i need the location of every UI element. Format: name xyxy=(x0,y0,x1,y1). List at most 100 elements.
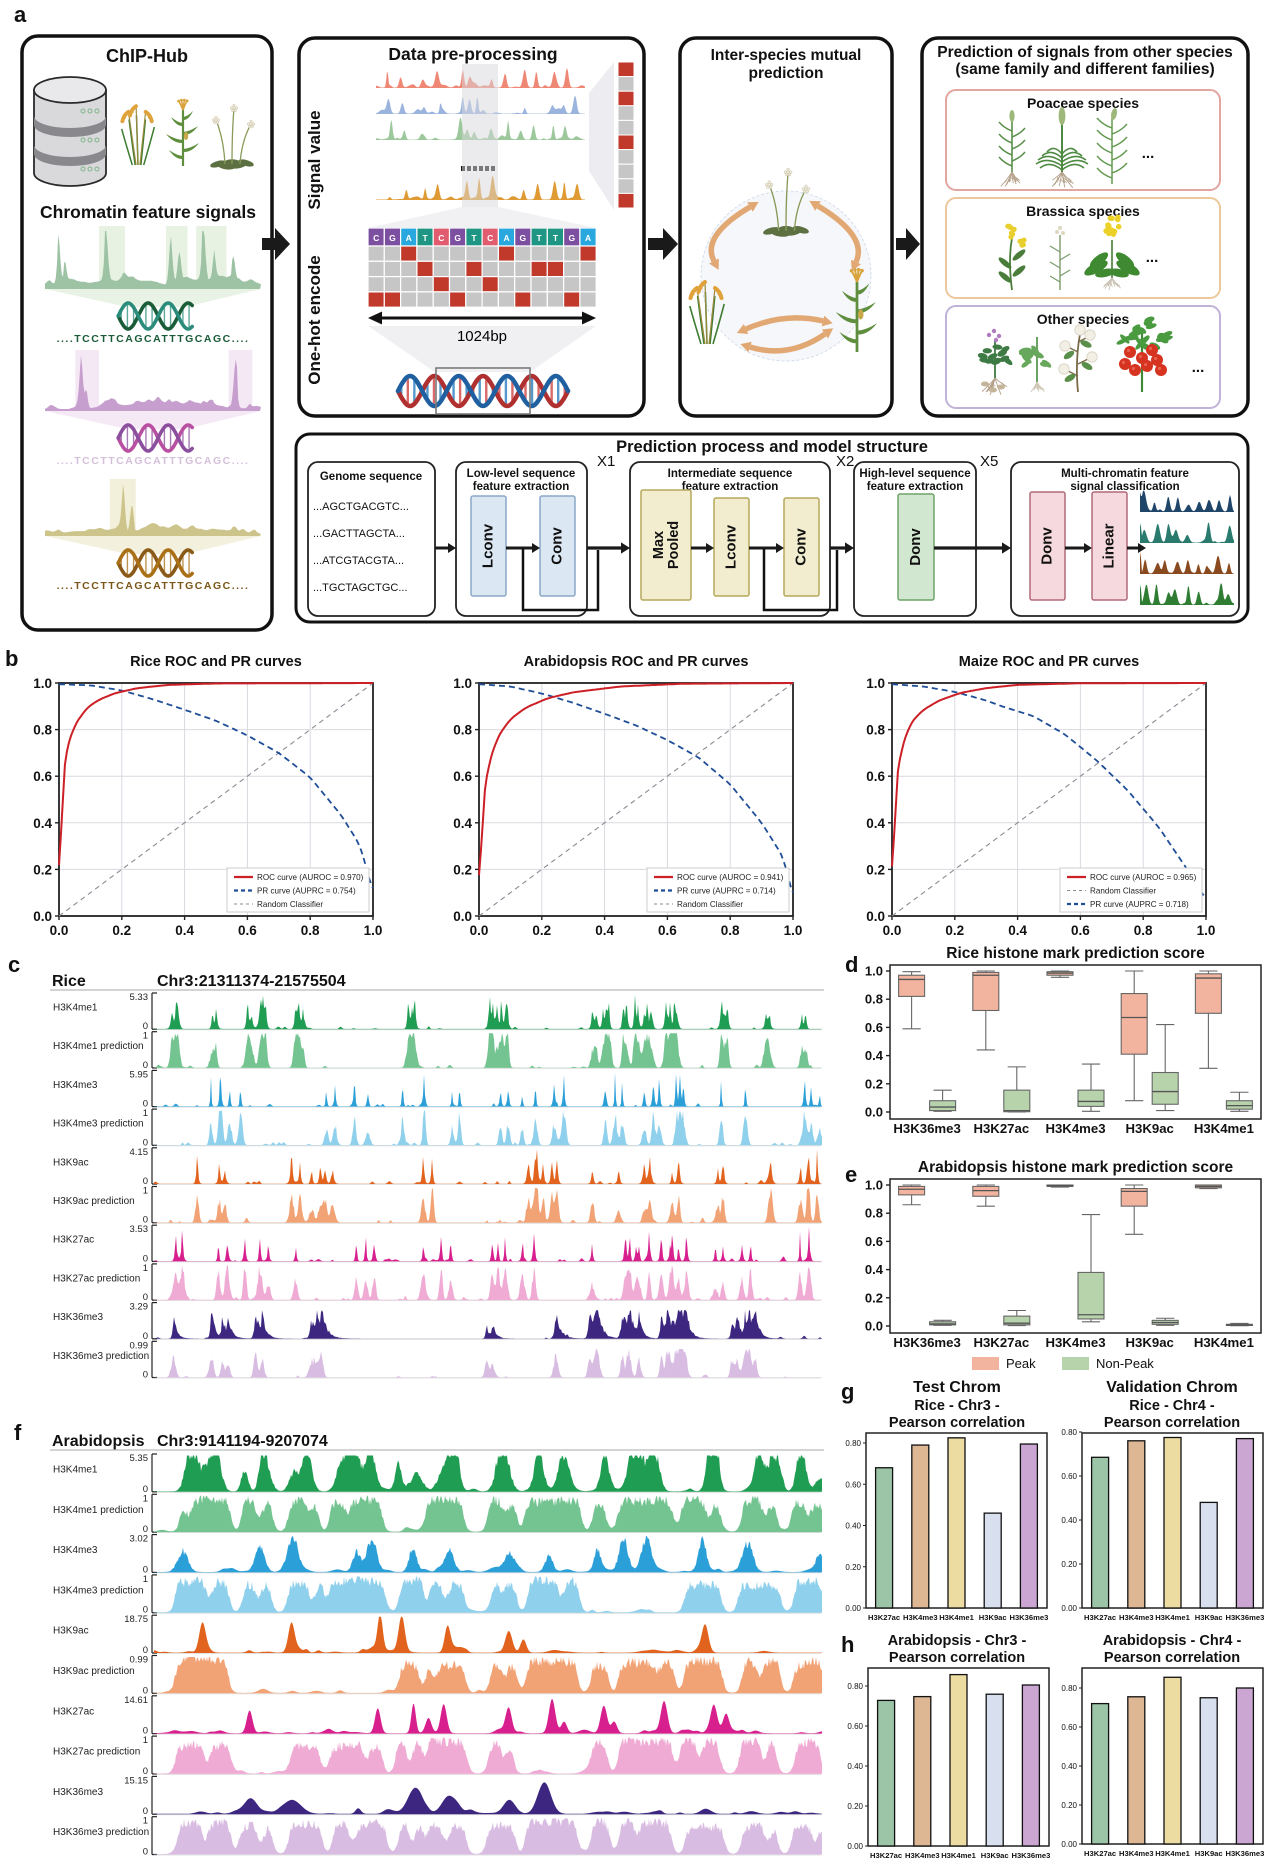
svg-text:H3K9ac: H3K9ac xyxy=(1126,1335,1174,1350)
svg-text:T: T xyxy=(422,233,428,243)
svg-text:Random Classifier: Random Classifier xyxy=(257,900,323,909)
svg-text:0.4: 0.4 xyxy=(33,816,52,831)
svg-text:1.0: 1.0 xyxy=(1197,923,1216,938)
svg-text:PR curve (AUPRC = 0.754): PR curve (AUPRC = 0.754) xyxy=(257,887,356,896)
svg-text:H3K4me1: H3K4me1 xyxy=(53,1465,98,1476)
svg-text:0: 0 xyxy=(143,1605,148,1616)
svg-text:Arabidopsis: Arabidopsis xyxy=(52,1433,145,1450)
svg-text:Genome sequence: Genome sequence xyxy=(320,471,422,483)
svg-text:0.2: 0.2 xyxy=(865,1290,883,1305)
svg-text:5.35: 5.35 xyxy=(130,1453,149,1464)
svg-text:...TGCTAGCTGC...: ...TGCTAGCTGC... xyxy=(313,582,408,594)
svg-text:0.4: 0.4 xyxy=(175,923,194,938)
svg-text:0.20: 0.20 xyxy=(1061,1560,1077,1569)
svg-text:T: T xyxy=(537,233,543,243)
svg-text:A: A xyxy=(503,233,509,243)
svg-text:Rice ROC and PR curves: Rice ROC and PR curves xyxy=(130,654,302,670)
svg-text:H3K36me3: H3K36me3 xyxy=(1225,1849,1264,1858)
svg-text:0: 0 xyxy=(143,1215,148,1226)
svg-text:Rice: Rice xyxy=(52,973,86,990)
svg-text:Low-level sequence: Low-level sequence xyxy=(467,468,576,480)
svg-text:H3K4me1: H3K4me1 xyxy=(1155,1613,1190,1622)
svg-text:4.15: 4.15 xyxy=(130,1147,149,1158)
svg-text:Rice - Chr4 -: Rice - Chr4 - xyxy=(1129,1398,1215,1414)
svg-text:0.6: 0.6 xyxy=(865,1020,883,1035)
svg-text:0.99: 0.99 xyxy=(130,1340,149,1351)
svg-text:3.29: 3.29 xyxy=(130,1302,149,1313)
svg-text:g: g xyxy=(841,1379,854,1404)
svg-text:H3K9ac: H3K9ac xyxy=(1195,1849,1223,1858)
svg-text:PR curve (AUPRC = 0.718): PR curve (AUPRC = 0.718) xyxy=(1090,900,1189,909)
svg-text:H3K27ac: H3K27ac xyxy=(973,1335,1029,1350)
svg-text:A: A xyxy=(406,233,412,243)
svg-text:H3K27ac prediction: H3K27ac prediction xyxy=(53,1747,140,1758)
svg-text:Other species: Other species xyxy=(1037,311,1130,327)
svg-text:1: 1 xyxy=(143,1108,148,1119)
svg-text:0.0: 0.0 xyxy=(866,909,885,924)
svg-text:1.0: 1.0 xyxy=(866,676,885,691)
svg-text:Brassica species: Brassica species xyxy=(1026,203,1140,219)
svg-text:0.40: 0.40 xyxy=(1061,1762,1077,1771)
svg-text:feature extraction: feature extraction xyxy=(867,481,964,493)
svg-text:0.80: 0.80 xyxy=(845,1439,861,1448)
svg-text:Prediction process and model s: Prediction process and model structure xyxy=(616,438,928,456)
svg-text:....TCCTTCAGCATTTGCAGC....: ....TCCTTCAGCATTTGCAGC.... xyxy=(57,333,250,345)
svg-text:0.4: 0.4 xyxy=(1008,923,1027,938)
svg-text:0.8: 0.8 xyxy=(865,1206,883,1221)
svg-text:...AGCTGACGTC...: ...AGCTGACGTC... xyxy=(313,501,409,513)
svg-text:0.4: 0.4 xyxy=(595,923,614,938)
svg-text:Intermediate sequence: Intermediate sequence xyxy=(668,468,793,480)
svg-text:H3K4me3 prediction: H3K4me3 prediction xyxy=(53,1119,144,1130)
svg-text:H3K4me3: H3K4me3 xyxy=(53,1545,98,1556)
svg-text:Pooled: Pooled xyxy=(666,521,682,569)
svg-text:Rice histone mark prediction s: Rice histone mark prediction score xyxy=(946,945,1205,962)
svg-text:H3K36me3: H3K36me3 xyxy=(53,1312,103,1323)
svg-text:H3K4me3: H3K4me3 xyxy=(905,1851,940,1860)
svg-text:1.0: 1.0 xyxy=(784,923,803,938)
svg-text:H3K27ac: H3K27ac xyxy=(973,1121,1029,1136)
svg-text:e: e xyxy=(845,1162,857,1187)
svg-text:0: 0 xyxy=(143,1484,148,1495)
svg-text:Pearson correlation: Pearson correlation xyxy=(1104,1650,1240,1666)
svg-text:1.0: 1.0 xyxy=(865,964,883,979)
svg-text:One-hot encode: One-hot encode xyxy=(305,255,324,384)
svg-text:15.15: 15.15 xyxy=(124,1775,148,1786)
svg-text:Chr3:21311374-21575504: Chr3:21311374-21575504 xyxy=(157,973,346,990)
svg-text:0.2: 0.2 xyxy=(945,923,964,938)
svg-text:0.40: 0.40 xyxy=(845,1522,861,1531)
svg-text:G: G xyxy=(520,233,527,243)
svg-text:ROC curve (AUROC = 0.965): ROC curve (AUROC = 0.965) xyxy=(1090,873,1197,882)
svg-text:b: b xyxy=(5,646,18,671)
svg-text:0: 0 xyxy=(143,1685,148,1696)
svg-text:Random Classifier: Random Classifier xyxy=(677,900,743,909)
svg-text:H3K36me3: H3K36me3 xyxy=(1011,1851,1050,1860)
svg-text:H3K9ac prediction: H3K9ac prediction xyxy=(53,1196,135,1207)
svg-text:0.40: 0.40 xyxy=(1061,1516,1077,1525)
svg-text:H3K27ac: H3K27ac xyxy=(53,1706,94,1717)
svg-text:3.02: 3.02 xyxy=(130,1534,149,1545)
svg-text:0: 0 xyxy=(143,1524,148,1535)
svg-text:H3K27ac prediction: H3K27ac prediction xyxy=(53,1273,140,1284)
svg-text:Arabidopsis - Chr3 -: Arabidopsis - Chr3 - xyxy=(888,1633,1027,1649)
svg-text:H3K9ac: H3K9ac xyxy=(979,1613,1007,1622)
svg-text:Poaceae species: Poaceae species xyxy=(1027,95,1139,111)
svg-text:...: ... xyxy=(1146,249,1159,266)
svg-text:H3K36me3: H3K36me3 xyxy=(53,1787,103,1798)
svg-text:(same family and different fam: (same family and different families) xyxy=(955,61,1214,78)
svg-text:X5: X5 xyxy=(980,453,998,470)
svg-text:H3K9ac prediction: H3K9ac prediction xyxy=(53,1666,135,1677)
svg-text:Pearson correlation: Pearson correlation xyxy=(1104,1415,1240,1431)
svg-text:...: ... xyxy=(1192,359,1205,376)
svg-text:Donv: Donv xyxy=(1038,527,1055,565)
svg-text:Conv: Conv xyxy=(792,528,809,566)
svg-text:0.60: 0.60 xyxy=(1061,1472,1077,1481)
svg-text:ROC curve (AUROC = 0.941): ROC curve (AUROC = 0.941) xyxy=(677,873,784,882)
svg-text:0.99: 0.99 xyxy=(130,1655,149,1666)
svg-text:1: 1 xyxy=(143,1735,148,1746)
svg-text:0.8: 0.8 xyxy=(453,723,472,738)
svg-text:14.61: 14.61 xyxy=(124,1695,148,1706)
svg-text:0: 0 xyxy=(143,1331,148,1342)
svg-text:0.8: 0.8 xyxy=(721,923,740,938)
svg-text:0.20: 0.20 xyxy=(847,1802,863,1811)
svg-text:G: G xyxy=(389,233,396,243)
